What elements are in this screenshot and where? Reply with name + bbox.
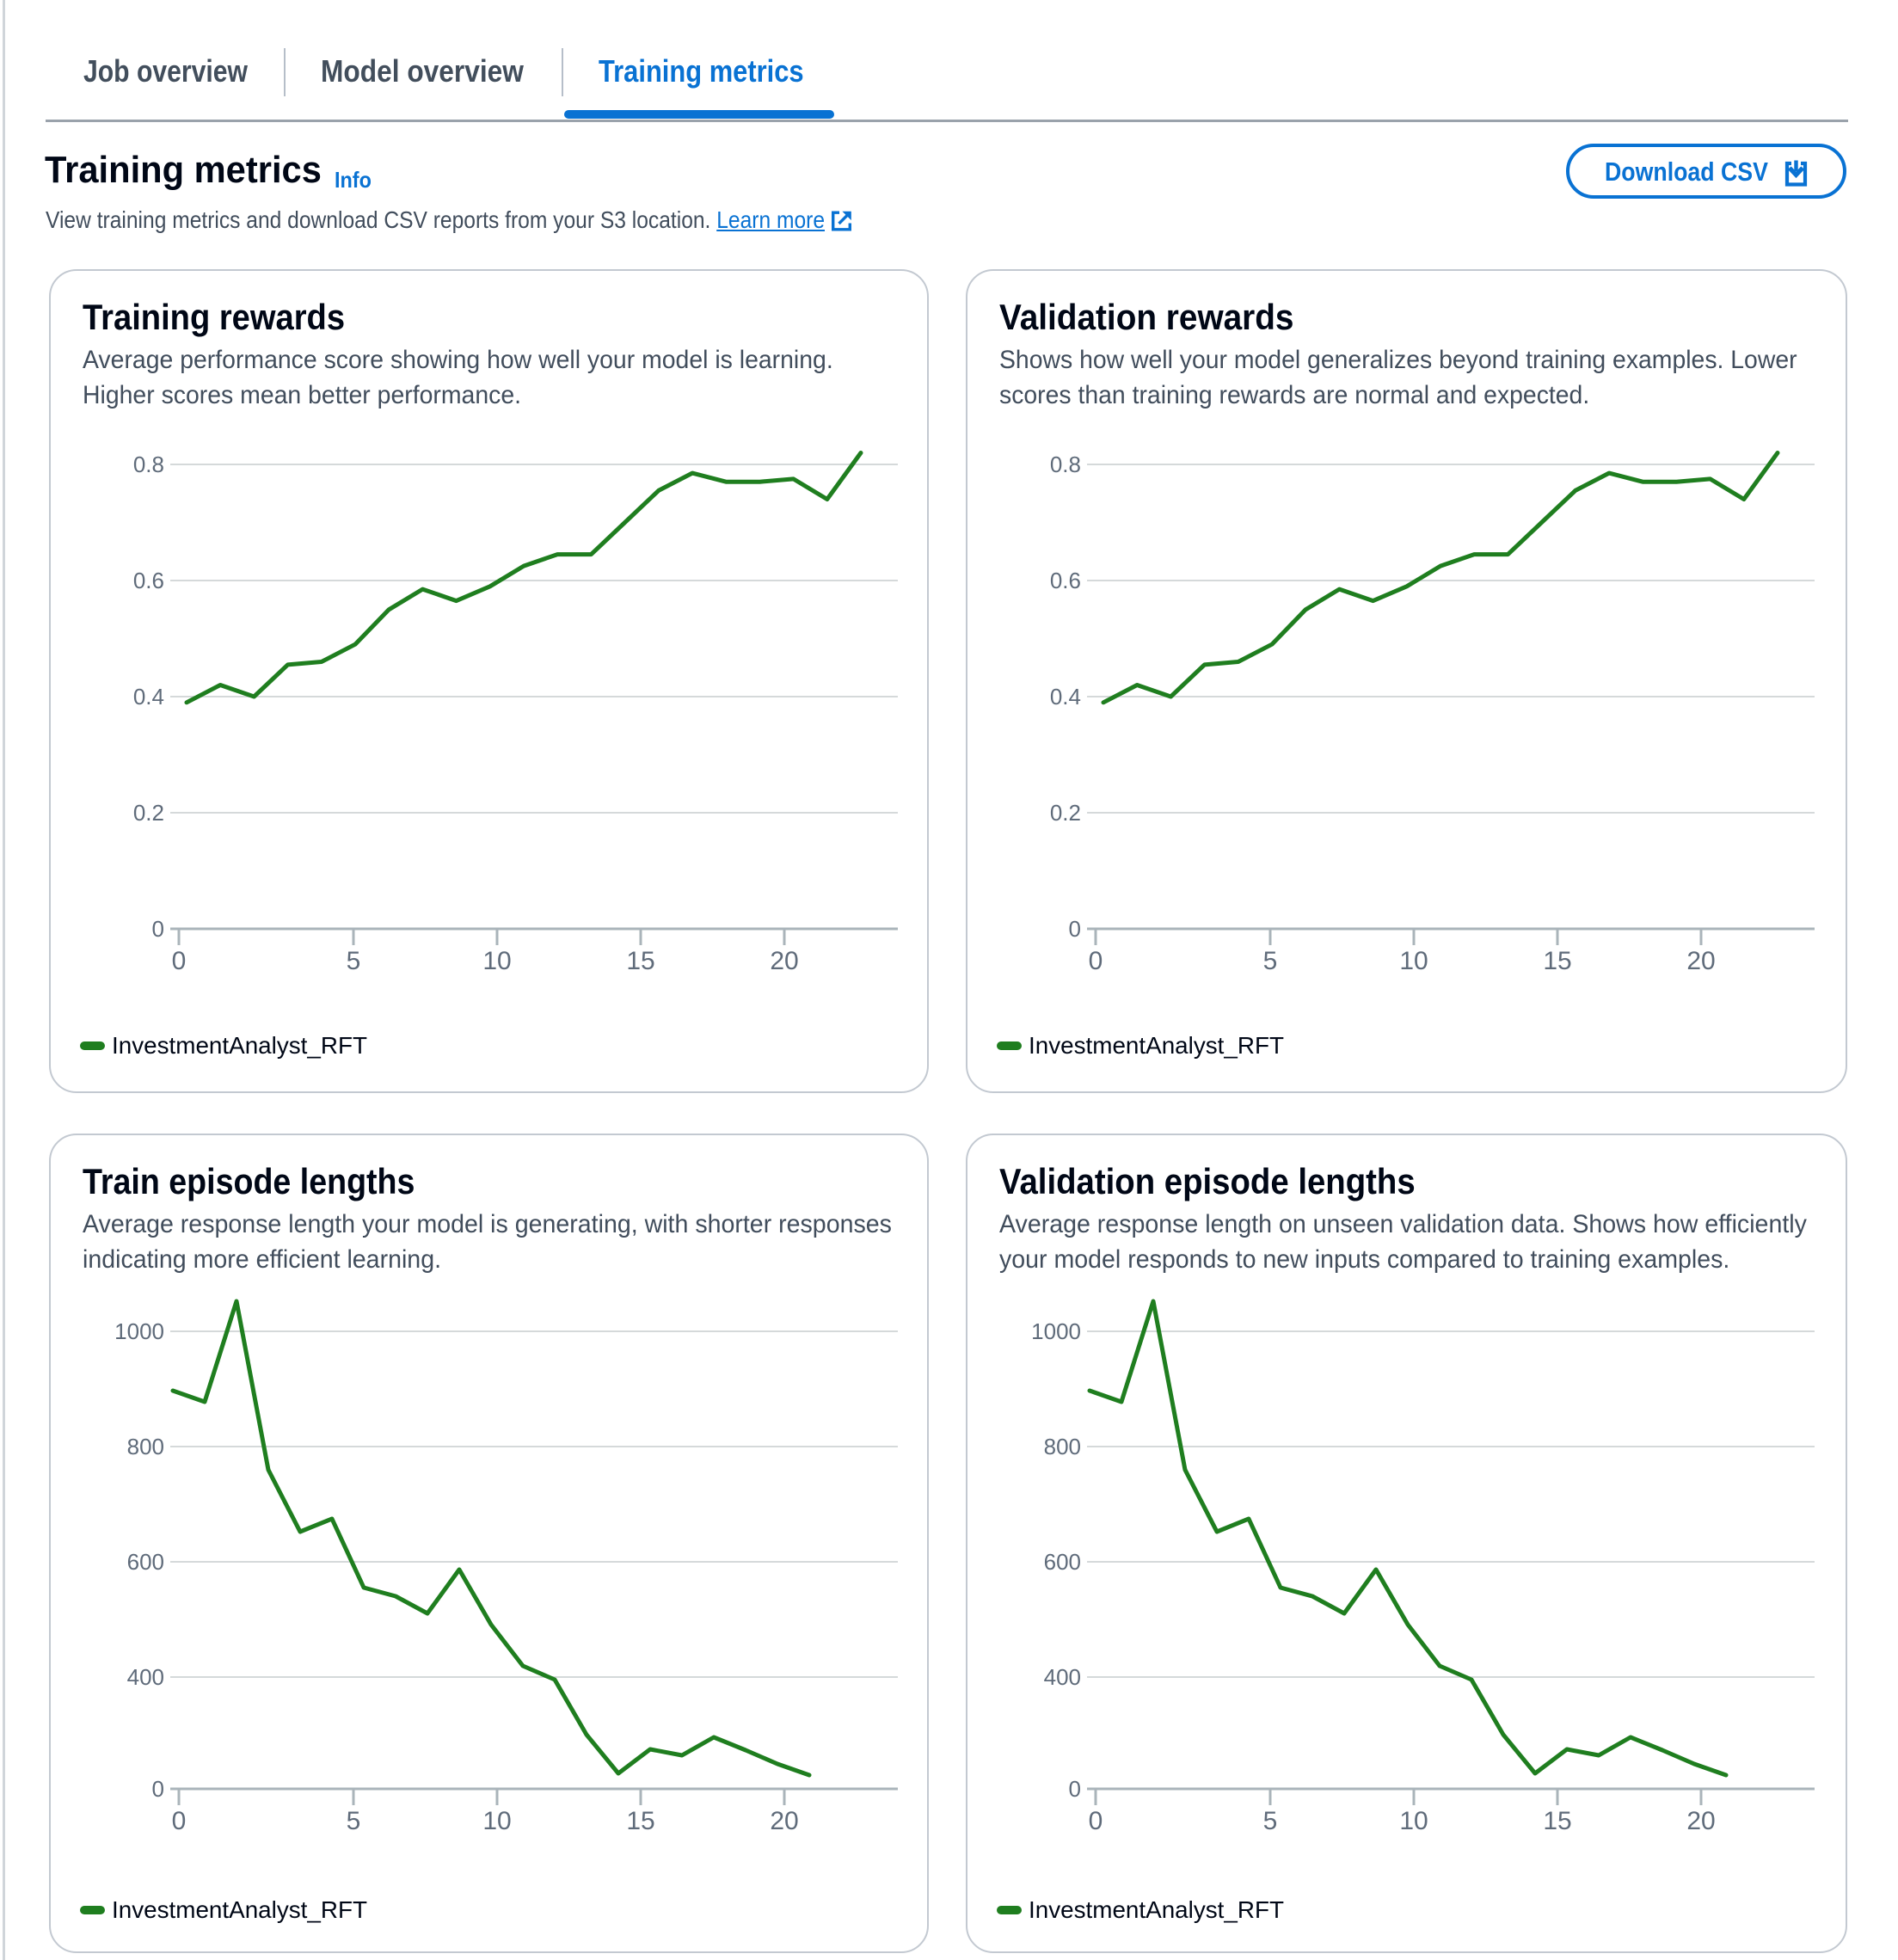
- svg-text:15: 15: [626, 947, 654, 975]
- svg-text:15: 15: [1543, 947, 1571, 975]
- svg-text:0: 0: [172, 1807, 187, 1835]
- svg-text:0: 0: [1089, 1807, 1103, 1835]
- svg-text:0.8: 0.8: [133, 452, 164, 477]
- svg-text:0.4: 0.4: [133, 684, 164, 710]
- svg-text:0.6: 0.6: [133, 568, 164, 593]
- svg-text:0.2: 0.2: [1050, 800, 1081, 826]
- svg-text:15: 15: [1543, 1807, 1571, 1835]
- svg-text:20: 20: [1686, 1807, 1715, 1835]
- svg-text:0: 0: [1089, 947, 1103, 975]
- svg-text:400: 400: [1044, 1664, 1081, 1690]
- svg-text:0: 0: [1069, 916, 1081, 942]
- svg-text:800: 800: [127, 1434, 164, 1459]
- svg-text:800: 800: [1044, 1434, 1081, 1459]
- svg-text:0.2: 0.2: [133, 800, 164, 826]
- svg-text:5: 5: [1263, 1807, 1278, 1835]
- svg-text:0: 0: [152, 1776, 164, 1802]
- svg-text:0.8: 0.8: [1050, 452, 1081, 477]
- svg-text:20: 20: [770, 1807, 798, 1835]
- svg-text:15: 15: [626, 1807, 654, 1835]
- svg-text:0.4: 0.4: [1050, 684, 1081, 710]
- svg-text:0: 0: [1069, 1776, 1081, 1802]
- svg-text:10: 10: [1399, 947, 1428, 975]
- svg-text:0.6: 0.6: [1050, 568, 1081, 593]
- svg-text:600: 600: [1044, 1549, 1081, 1575]
- svg-text:400: 400: [127, 1664, 164, 1690]
- svg-text:10: 10: [1399, 1807, 1428, 1835]
- svg-text:5: 5: [347, 1807, 361, 1835]
- svg-text:10: 10: [482, 1807, 511, 1835]
- svg-text:600: 600: [127, 1549, 164, 1575]
- svg-text:0: 0: [152, 916, 164, 942]
- svg-text:0: 0: [172, 947, 187, 975]
- svg-text:20: 20: [1686, 947, 1715, 975]
- svg-text:5: 5: [1263, 947, 1278, 975]
- svg-text:20: 20: [770, 947, 798, 975]
- svg-text:5: 5: [347, 947, 361, 975]
- svg-text:10: 10: [482, 947, 511, 975]
- svg-text:1000: 1000: [1031, 1318, 1081, 1344]
- svg-text:1000: 1000: [114, 1318, 164, 1344]
